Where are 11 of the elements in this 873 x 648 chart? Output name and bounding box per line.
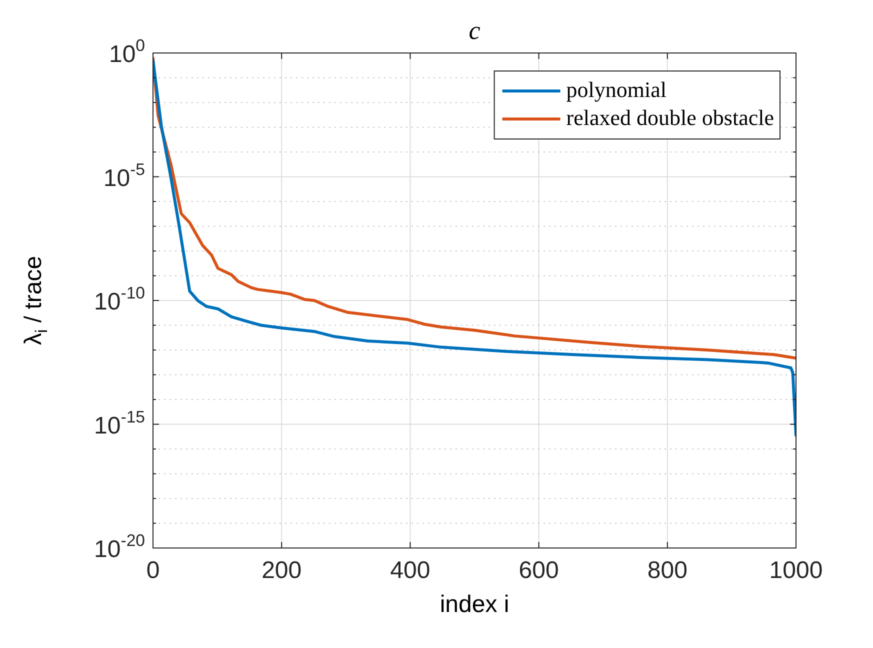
x-tick-label: 800 <box>647 557 688 584</box>
x-tick-label: 0 <box>146 557 160 584</box>
chart-title: c <box>468 16 481 45</box>
y-axis-title: λi / trace <box>20 256 51 346</box>
legend-label: polynomial <box>566 76 667 102</box>
legend-label: relaxed double obstacle <box>566 104 774 130</box>
x-tick-label: 400 <box>390 557 430 584</box>
x-axis-title: index i <box>440 591 510 618</box>
x-tick-label: 1000 <box>769 557 823 584</box>
x-tick-label: 600 <box>518 557 559 584</box>
x-tick-label: 200 <box>262 557 302 584</box>
